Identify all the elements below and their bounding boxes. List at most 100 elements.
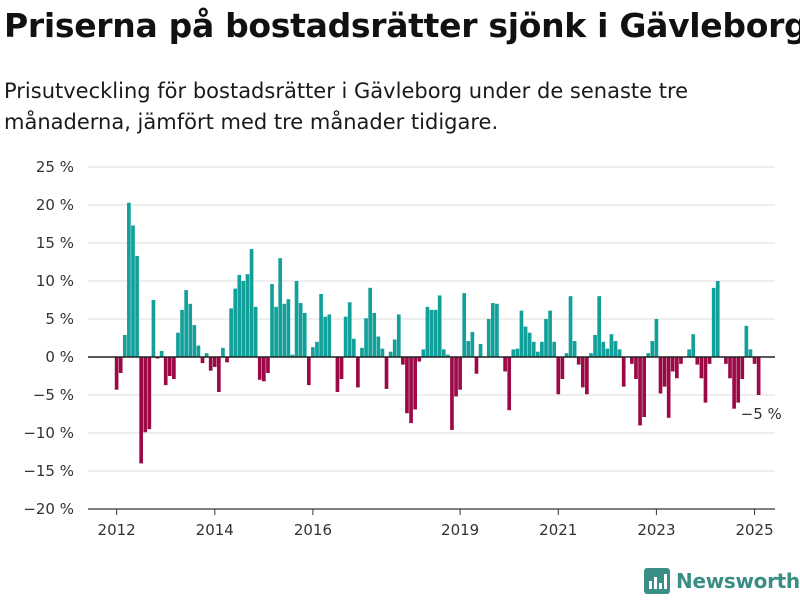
bar [732,357,736,409]
bar [560,357,565,380]
bar [458,357,462,390]
bar [302,312,307,357]
bar [323,316,328,357]
bar [675,357,679,379]
bar [450,357,454,430]
bar [364,318,368,357]
bar [597,296,601,357]
bar [752,357,757,364]
bar [531,341,536,357]
bar [446,354,450,357]
y-tick-label: 10 % [36,272,74,290]
bar [278,258,283,357]
bar [441,349,446,357]
bar [519,310,524,357]
bar [155,357,160,359]
bar [196,345,201,357]
bar [253,306,258,357]
bar [163,357,168,386]
bar [327,314,332,357]
bar [212,357,217,367]
bar [491,303,495,357]
bar [290,354,295,357]
bar [114,357,119,390]
bar [221,347,225,357]
x-tick-label: 2012 [98,521,136,539]
bar [306,357,311,386]
bar [118,357,123,373]
newsworthy-logo[interactable]: Newsworthy [644,568,800,594]
bar [266,357,270,373]
y-tick-label: −20 % [23,500,74,518]
bar [409,357,413,424]
x-tick-label: 2021 [539,521,577,539]
bar [454,357,458,397]
bar [556,357,561,395]
bar [262,357,266,382]
y-tick-label: 20 % [36,196,74,214]
bar [184,290,188,357]
brand-name: Newsworthy [676,569,800,593]
bar [204,353,209,357]
bar [564,353,569,357]
bar [159,350,164,357]
page-subtitle: Prisutveckling för bostadsrätter i Gävle… [4,79,689,134]
bar [339,357,344,380]
bar [396,314,401,357]
bar [343,316,348,357]
bar [433,309,438,357]
bar [601,341,606,357]
bar [740,357,745,380]
bar [188,303,193,357]
bar [286,299,291,357]
bar [715,281,720,357]
bar [172,357,176,380]
bar-chart-logo-icon [644,568,670,594]
x-tick-label: 2025 [735,521,773,539]
bar [421,349,426,357]
bar [401,357,405,365]
bar [658,357,663,394]
bar [585,357,589,395]
bar [225,357,229,363]
bar [127,202,131,357]
bar [270,284,274,357]
bar [425,306,430,357]
x-tick-label: 2023 [637,521,675,539]
bar [122,334,127,357]
y-tick-label: −5 % [33,386,74,404]
bar [180,309,184,357]
bar [192,325,197,357]
bar [429,309,434,357]
bar [282,303,287,357]
y-tick-label: −15 % [23,462,74,480]
bar [568,296,573,357]
bar [630,357,634,364]
bar [540,341,544,357]
bar [315,341,319,357]
bar [294,281,299,357]
bar [707,357,712,364]
bar [311,347,315,357]
bar [527,332,532,357]
bar [413,357,417,410]
bar [670,357,675,372]
bar [470,331,475,357]
bar [380,348,385,357]
bar [388,351,393,357]
bar [662,357,667,387]
bar [613,341,618,357]
bar [605,348,610,357]
bar [257,357,262,380]
bar [229,308,233,357]
bar [376,336,381,357]
bar [638,357,642,426]
bar [249,249,254,357]
bar [580,357,585,388]
page-title: Priserna på bostadsrätter sjönk i Gävleb… [4,6,800,45]
bar [691,334,696,357]
bar [237,274,242,357]
bar [437,295,442,357]
bar [200,357,205,364]
bar [744,325,749,357]
